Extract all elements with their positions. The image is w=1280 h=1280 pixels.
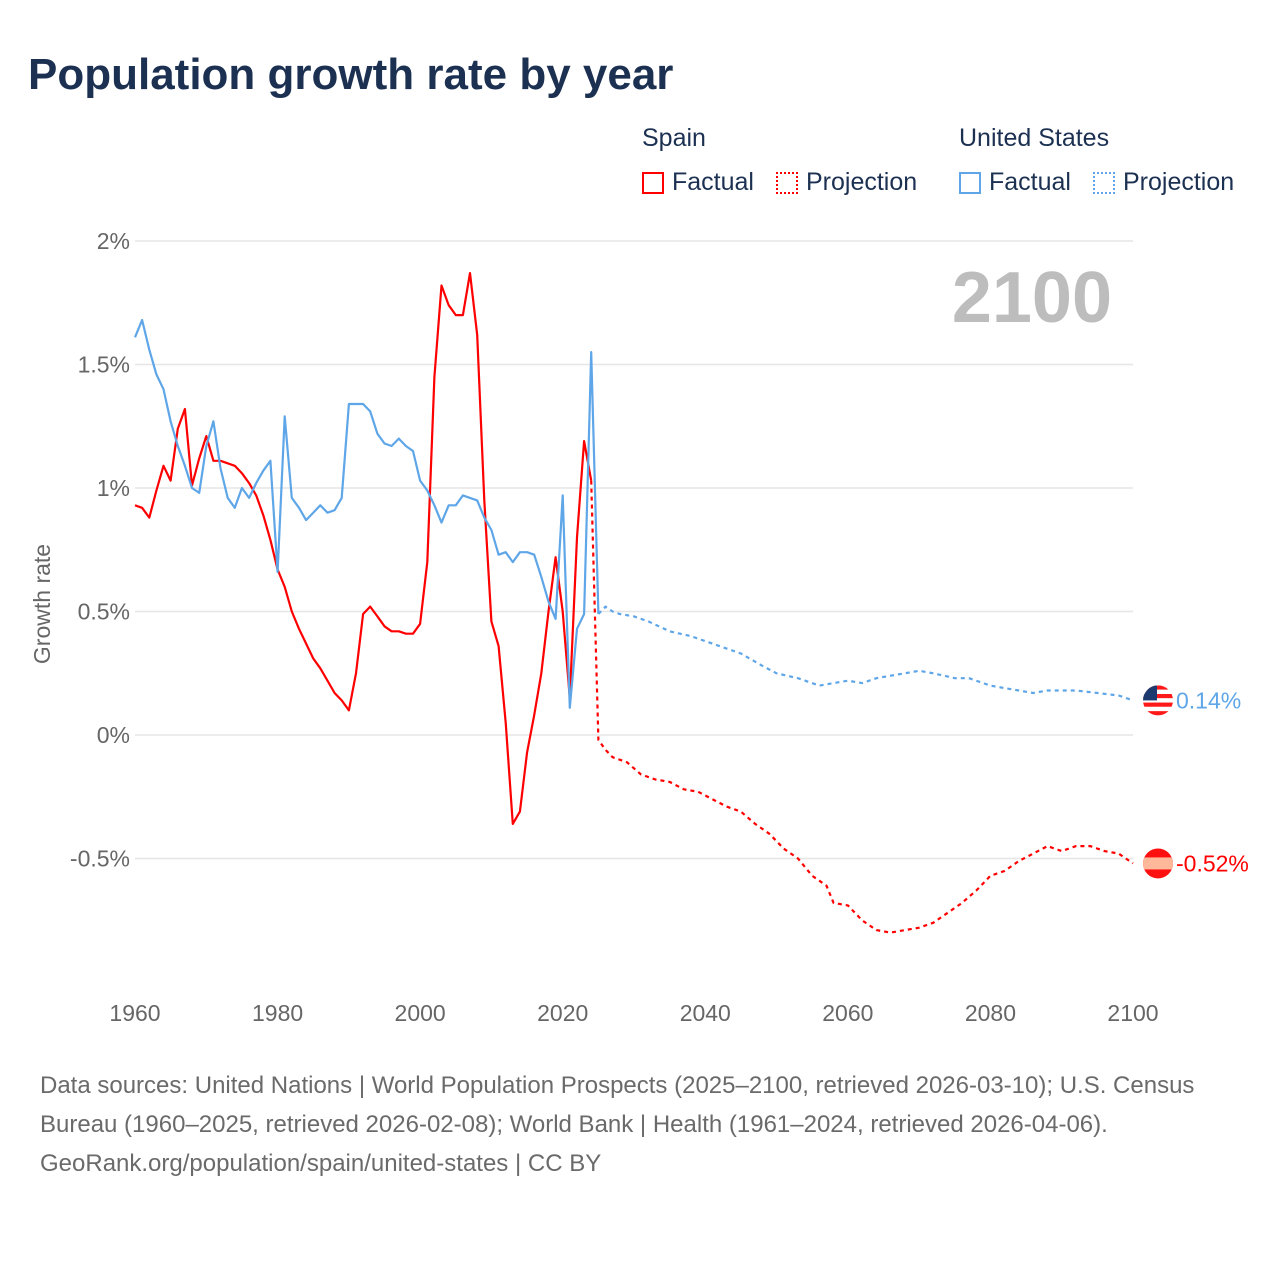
- end-value-label: 0.14%: [1176, 687, 1241, 713]
- source-link[interactable]: GeoRank.org/population/spain/united-stat…: [40, 1150, 602, 1177]
- legend-spain-factual[interactable]: Factual: [642, 168, 754, 197]
- y-tick-label: 1%: [97, 475, 130, 501]
- legend-us-factual[interactable]: Factual: [959, 168, 1071, 197]
- legend-label: Factual: [672, 168, 754, 196]
- year-label: 2100: [952, 258, 1112, 338]
- x-tick-label: 2020: [537, 1000, 588, 1026]
- chart-title: Population growth rate by year: [28, 50, 674, 99]
- legend-swatch-solid: [959, 171, 981, 194]
- series-line-spain-projection: [590, 480, 1134, 934]
- y-tick-label: 0%: [97, 722, 130, 748]
- data-sources: Data sources: United Nations | World Pop…: [40, 1072, 1195, 1138]
- chart-plot: 2% 1.5% 1% 0.5% 0% -0.5% 1960 1980 2000 2020 2040 2…: [29, 228, 1249, 1026]
- x-tick-label: 2000: [395, 1000, 446, 1026]
- legend-label: Projection: [1123, 168, 1235, 196]
- series-line-spain-factual: [134, 272, 593, 825]
- x-tick-label: 2060: [822, 1000, 873, 1026]
- legend-group-united-states: United States: [959, 124, 1110, 152]
- legend-label: Factual: [989, 168, 1071, 196]
- footer: Data sources: United Nations | World Pop…: [40, 1066, 1240, 1183]
- series-line-united-states-factual: [133, 318, 600, 709]
- x-tick-label: 2100: [1107, 1000, 1158, 1026]
- end-value-label: -0.52%: [1176, 850, 1249, 876]
- spain-flag-marker: [1143, 848, 1173, 879]
- legend-us-projection[interactable]: Projection: [1093, 168, 1234, 197]
- x-tick-label: 1960: [109, 1000, 160, 1026]
- y-tick-label: 2%: [97, 228, 130, 254]
- y-axis-label: Growth rate: [29, 544, 55, 664]
- x-tick-label: 1980: [252, 1000, 303, 1026]
- legend-swatch-dotted: [1093, 171, 1115, 194]
- x-tick-label: 2040: [680, 1000, 731, 1026]
- legend-swatch-dotted: [776, 171, 798, 194]
- legend-group-spain: Spain: [642, 124, 706, 152]
- y-tick-label: 0.5%: [78, 599, 130, 625]
- legend-swatch-solid: [642, 171, 664, 194]
- y-tick-label: -0.5%: [70, 846, 130, 872]
- x-tick-label: 2080: [965, 1000, 1016, 1026]
- series-line-united-states-projection: [597, 605, 1134, 702]
- y-tick-label: 1.5%: [78, 352, 130, 378]
- us-flag-marker: [1143, 685, 1173, 716]
- legend-label: Projection: [806, 168, 918, 196]
- legend-spain-projection[interactable]: Projection: [776, 168, 917, 197]
